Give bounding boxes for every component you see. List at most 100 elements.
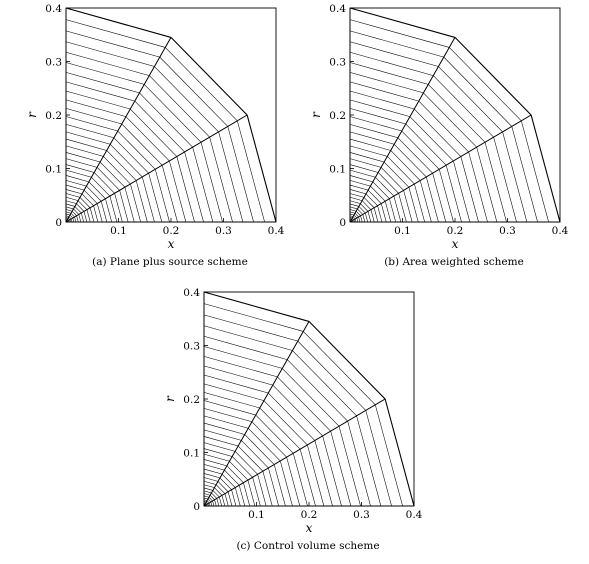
plot-frame [204, 292, 414, 506]
grid-line [287, 457, 300, 506]
grid-line [204, 392, 260, 408]
grid-line [90, 208, 94, 222]
grid-line [365, 213, 367, 222]
grid-line [373, 182, 390, 199]
grid-line [222, 474, 235, 487]
y-tick-label: 0.1 [183, 448, 200, 460]
x-tick-label: 0.3 [353, 509, 370, 521]
grid-line [350, 8, 455, 37]
y-tick-label: 0.2 [329, 110, 346, 122]
grid-line [66, 62, 144, 84]
grid-line [282, 368, 339, 426]
grid-line [350, 72, 423, 93]
grid-line [204, 481, 216, 484]
grid-line [122, 124, 162, 165]
grid-line [169, 161, 185, 222]
grid-line [204, 384, 264, 401]
grid-line [204, 496, 209, 497]
grid-line [357, 218, 358, 222]
grid-line [303, 331, 375, 404]
grid-line [66, 82, 135, 101]
grid-line [248, 428, 280, 461]
grid-line [391, 150, 421, 180]
grid-line [193, 147, 213, 222]
grid-line [350, 117, 402, 132]
grid-line [224, 470, 239, 485]
grid-line [420, 181, 431, 222]
grid-line [211, 502, 212, 506]
x-tick-label: 0.2 [447, 225, 464, 237]
grid-line [350, 193, 364, 197]
grid-line [350, 42, 438, 67]
grid-line [394, 144, 426, 177]
caption-b: (b) Area weighted scheme [354, 256, 554, 268]
grid-line [89, 182, 106, 199]
y-tick-label: 0 [339, 217, 346, 229]
grid-line [277, 377, 330, 431]
grid-line [210, 137, 233, 222]
grid-line [222, 495, 225, 506]
grid-line [453, 161, 469, 222]
grid-line [136, 181, 147, 222]
grid-line [350, 204, 359, 206]
grid-line [66, 108, 122, 124]
grid-line [350, 124, 398, 137]
grid-line [268, 393, 315, 440]
grid-line [114, 138, 149, 173]
grid-line [66, 201, 76, 204]
grid-line [350, 185, 368, 190]
grid-line [66, 146, 103, 156]
grid-line [66, 8, 171, 37]
grid-line [171, 37, 247, 115]
x-tick-label: 0.3 [215, 225, 232, 237]
grid-line [350, 207, 357, 209]
grid-line [446, 165, 461, 222]
mesh-lines [66, 8, 276, 222]
grid-line [219, 132, 243, 222]
grid-line [350, 189, 366, 193]
grid-line [361, 216, 363, 222]
grid-line [268, 468, 278, 506]
grid-line [201, 142, 223, 222]
grid-line [86, 186, 101, 201]
grid-line [130, 184, 140, 222]
x-axis-label: x [452, 237, 459, 251]
grid-line [204, 416, 248, 428]
y-tick-label: 0.2 [45, 110, 62, 122]
grid-line [130, 109, 177, 156]
grid-line [293, 453, 307, 506]
x-tick-label: 0.4 [552, 225, 569, 237]
grid-line [398, 138, 433, 173]
grid-line [215, 500, 217, 506]
grid-line [426, 177, 438, 222]
grid-line [350, 146, 387, 156]
grid-line [84, 190, 97, 203]
grid-line [97, 204, 102, 222]
grid-line [204, 292, 309, 321]
grid-line [381, 204, 386, 222]
radial-line [350, 115, 531, 222]
grid-line [149, 173, 162, 222]
grid-line [214, 488, 222, 496]
grid-line [204, 366, 273, 385]
grid-line [402, 131, 440, 169]
y-tick-label: 0 [55, 217, 62, 229]
grid-line [204, 315, 298, 341]
grid-line [350, 197, 362, 200]
y-tick-label: 0 [193, 501, 200, 513]
grid-line [87, 210, 90, 222]
grid-line [300, 449, 315, 506]
grid-line [264, 401, 307, 445]
grid-line [228, 492, 232, 506]
y-tick-label: 0.3 [183, 341, 200, 353]
grid-line [232, 490, 236, 506]
grid-line [66, 214, 70, 215]
radial-line [66, 115, 247, 222]
grid-line [139, 93, 192, 147]
grid-line [280, 461, 292, 506]
grid-line [444, 57, 512, 126]
grid-line [66, 139, 107, 150]
grid-line [66, 124, 114, 137]
